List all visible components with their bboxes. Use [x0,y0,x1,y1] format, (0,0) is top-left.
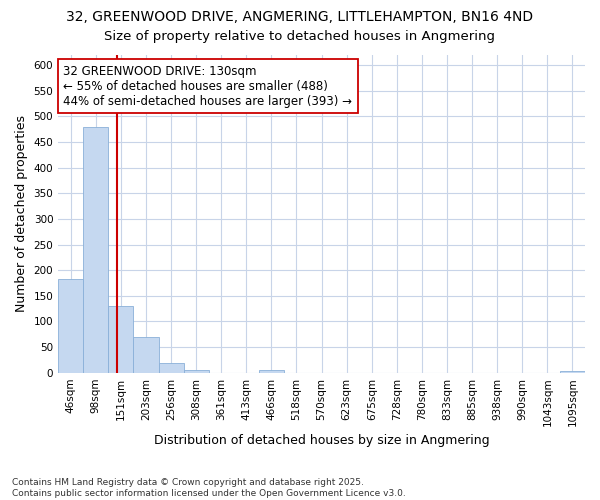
Bar [83,126,109,372]
Bar [58,279,83,372]
Text: 32 GREENWOOD DRIVE: 130sqm
← 55% of detached houses are smaller (488)
44% of sem: 32 GREENWOOD DRIVE: 130sqm ← 55% of deta… [64,64,352,108]
Bar [109,306,133,372]
Text: Contains HM Land Registry data © Crown copyright and database right 2025.
Contai: Contains HM Land Registry data © Crown c… [12,478,406,498]
Y-axis label: Number of detached properties: Number of detached properties [15,116,28,312]
Bar [133,337,158,372]
Text: Size of property relative to detached houses in Angmering: Size of property relative to detached ho… [104,30,496,43]
Bar [560,371,585,372]
Text: 32, GREENWOOD DRIVE, ANGMERING, LITTLEHAMPTON, BN16 4ND: 32, GREENWOOD DRIVE, ANGMERING, LITTLEHA… [67,10,533,24]
Bar [184,370,209,372]
X-axis label: Distribution of detached houses by size in Angmering: Distribution of detached houses by size … [154,434,490,448]
Bar [158,364,184,372]
Bar [259,370,284,372]
